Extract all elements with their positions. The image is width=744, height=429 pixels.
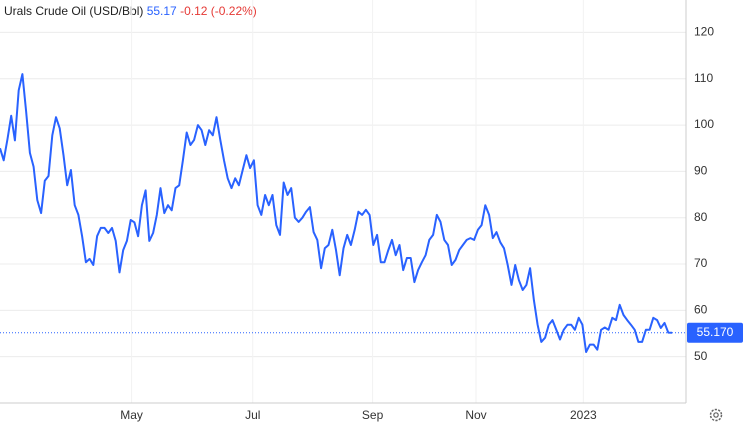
x-tick-label: 2023 [570, 408, 597, 422]
y-tick-label: 120 [694, 25, 714, 39]
chart-header: Urals Crude Oil (USD/Bbl) 55.17 -0.12 (-… [4, 4, 257, 18]
change: -0.12 (-0.22%) [180, 4, 257, 18]
title: Urals Crude Oil (USD/Bbl) [4, 4, 143, 18]
gear-center [713, 412, 719, 418]
y-tick-label: 80 [694, 210, 708, 224]
y-tick-label: 90 [694, 164, 708, 178]
y-tick-label: 60 [694, 303, 708, 317]
settings-icon[interactable] [709, 408, 723, 422]
y-tick-label: 70 [694, 256, 708, 270]
y-tick-label: 110 [694, 71, 713, 85]
last-price-box [687, 322, 743, 343]
last-price-label: 55.170 [697, 325, 734, 339]
price: 55.17 [147, 4, 177, 18]
price-line [0, 73, 673, 353]
x-tick-label: May [120, 408, 143, 422]
gear [709, 408, 723, 422]
x-tick-label: Nov [465, 408, 486, 422]
x-tick-label: Jul [245, 408, 260, 422]
y-tick-label: 50 [694, 349, 708, 363]
y-tick-label: 100 [694, 117, 714, 131]
x-tick-label: Sep [362, 408, 384, 422]
